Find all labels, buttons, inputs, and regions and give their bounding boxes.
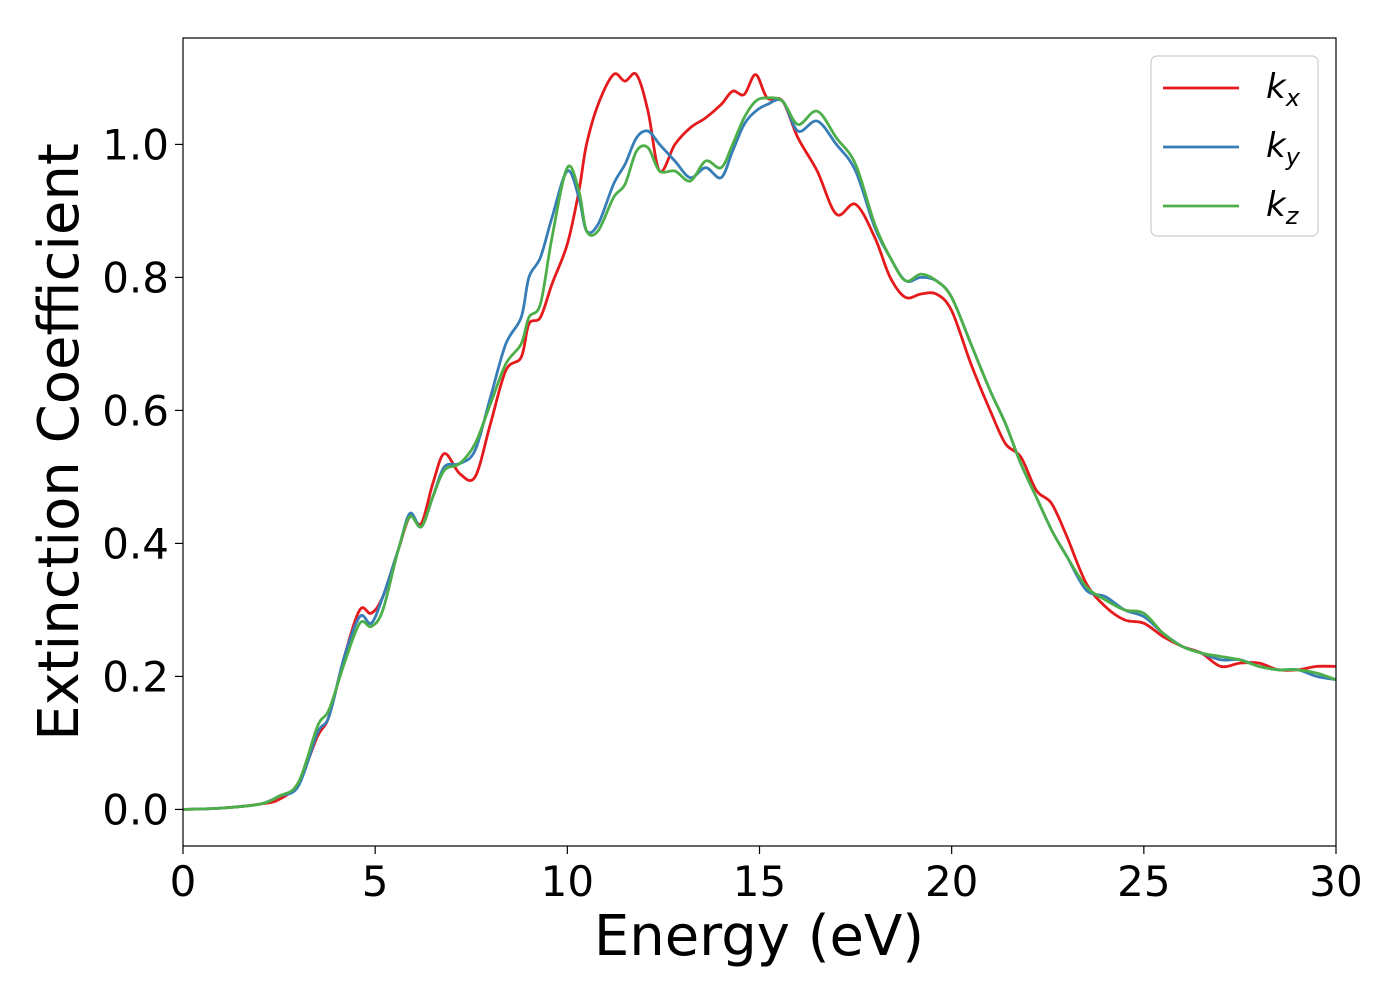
y-tick-label: 0.8	[102, 253, 169, 302]
y-tick-label: 0.2	[102, 652, 169, 701]
legend: kx ky kz	[1150, 55, 1319, 237]
x-tick-label: 0	[170, 857, 197, 906]
legend-label-k-x: kx	[1266, 67, 1301, 112]
y-tick-label: 0.6	[102, 386, 169, 435]
x-tick-label: 25	[1117, 857, 1170, 906]
series-line-k-z	[182, 96, 1337, 811]
x-tick-label: 5	[362, 857, 389, 906]
x-tick-label: 30	[1309, 857, 1362, 906]
legend-label-k-y: ky	[1266, 126, 1301, 171]
y-tick-label: 0.4	[102, 519, 169, 568]
x-axis-title: Energy (eV)	[594, 904, 924, 969]
x-tick-label: 20	[925, 857, 978, 906]
series-line-k-y	[182, 98, 1337, 811]
x-tick-label: 10	[541, 857, 594, 906]
y-axis: 0.0 0.2 0.4 0.6 0.8 1.0	[102, 120, 183, 834]
y-tick-label: 1.0	[102, 120, 169, 169]
y-axis-title: Extinction Coefficient	[27, 143, 92, 741]
series-layer	[182, 72, 1337, 811]
y-tick-label: 0.0	[102, 785, 169, 834]
x-tick-label: 15	[733, 857, 786, 906]
legend-label-k-z: kz	[1266, 185, 1300, 230]
x-axis: 0 5 10 15 20 25 30	[170, 846, 1363, 906]
